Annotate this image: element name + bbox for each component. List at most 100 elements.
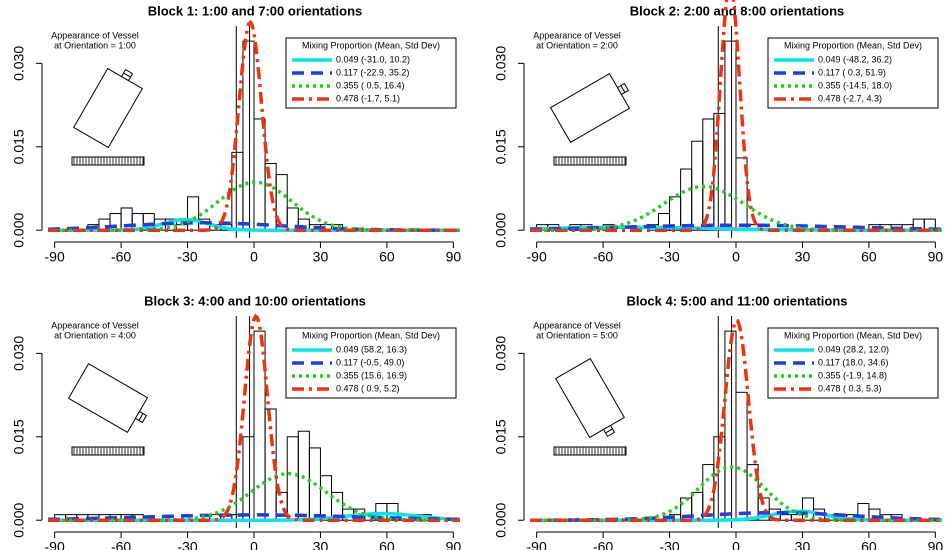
legend-label: 0.049 (28.2, 12.0) — [818, 344, 889, 354]
x-tick-label: -90 — [45, 539, 65, 550]
legend-label: 0.478 ( 0.3, 5.3) — [818, 383, 882, 393]
x-tick-label: 30 — [795, 539, 811, 550]
histogram-bar — [746, 464, 759, 521]
legend-label: 0.478 (-2.7, 4.3) — [818, 93, 882, 103]
x-tick-label: 90 — [928, 539, 944, 550]
legend-label: 0.117 (-0.5, 49.0) — [336, 357, 404, 367]
panel: Block 1: 1:00 and 7:00 orientations -90 -6… — [11, 3, 462, 264]
legend-title: Mixing Proportion (Mean, Std Dev) — [302, 330, 440, 340]
histogram-bar — [253, 330, 266, 521]
histogram-bar — [735, 391, 748, 521]
histogram-bar — [680, 168, 693, 231]
x-tick-label: 0 — [250, 249, 258, 265]
panel: Block 4: 5:00 and 11:00 orientations -90 -… — [493, 293, 944, 550]
histogram-bar — [286, 436, 299, 521]
x-tick-label: -90 — [527, 539, 547, 550]
y-tick-label: 0.030 — [493, 336, 509, 371]
density-curve — [48, 180, 460, 232]
histogram-bar — [242, 436, 255, 521]
histogram-bar — [319, 475, 333, 521]
panel-title: Block 4: 5:00 and 11:00 orientations — [626, 293, 847, 308]
x-tick-label: 60 — [861, 249, 877, 265]
vessel-body — [554, 357, 626, 439]
legend-label: 0.478 (-1.7, 5.1) — [336, 93, 400, 103]
x-tick-label: -60 — [111, 539, 131, 550]
vessel-platform — [553, 156, 627, 166]
vessel-platform — [553, 446, 627, 456]
x-tick-label: -30 — [177, 249, 197, 265]
histogram-bar — [242, 40, 255, 231]
x-tick-label: -90 — [527, 249, 547, 265]
density-curve — [530, 184, 942, 232]
x-tick-label: 60 — [379, 249, 395, 265]
legend-label: 0.355 (15.6, 16.9) — [336, 370, 407, 380]
x-tick-label: -90 — [45, 249, 65, 265]
y-tick-label: 0.000 — [11, 212, 27, 247]
panel: Block 2: 2:00 and 8:00 orientations -90 -6… — [493, 0, 944, 265]
x-tick-label: 0 — [250, 539, 258, 550]
histogram-bar — [724, 40, 737, 231]
vessel-body — [72, 67, 144, 149]
y-tick-label: 0.015 — [493, 129, 509, 164]
vessel-icon — [554, 357, 626, 439]
x-tick-label: 0 — [732, 539, 740, 550]
annotation: at Orientation = 4:00 — [54, 330, 136, 340]
x-tick-label: -60 — [593, 249, 613, 265]
vessel-icon — [67, 362, 149, 434]
x-tick-label: 60 — [861, 539, 877, 550]
legend-label: 0.049 (-31.0, 10.2) — [336, 54, 410, 64]
density-curve — [530, 223, 942, 231]
x-tick-label: 30 — [313, 539, 329, 550]
x-tick-label: -30 — [659, 539, 679, 550]
x-tick-label: -30 — [177, 539, 197, 550]
density-curve — [530, 318, 942, 522]
legend-label: 0.049 (-48.2, 36.2) — [818, 54, 892, 64]
x-tick-label: 90 — [928, 249, 944, 265]
density-curve — [48, 313, 460, 522]
y-tick-label: 0.015 — [493, 419, 509, 454]
vessel-platform — [71, 156, 145, 166]
density-curve — [530, 0, 942, 232]
x-tick-label: -60 — [111, 249, 131, 265]
legend-label: 0.478 ( 0.9, 5.2) — [336, 383, 400, 393]
panel-title: Block 1: 1:00 and 7:00 orientations — [148, 3, 363, 18]
vessel-cap-line — [138, 413, 144, 421]
x-tick-label: -60 — [593, 539, 613, 550]
y-tick-label: 0.030 — [11, 46, 27, 81]
panel-title: Block 2: 2:00 and 8:00 orientations — [630, 3, 845, 18]
y-tick-label: 0.000 — [493, 212, 509, 247]
x-tick-label: -30 — [659, 249, 679, 265]
annotation: at Orientation = 2:00 — [536, 40, 618, 50]
vessel-cap-line — [620, 85, 626, 93]
density-curve — [48, 19, 460, 232]
legend-label: 0.117 (-22.9, 35.2) — [336, 67, 409, 77]
y-tick-label: 0.030 — [493, 46, 509, 81]
vessel-cap-line — [123, 72, 131, 78]
histogram-bar — [187, 196, 200, 231]
y-tick-label: 0.015 — [11, 129, 27, 164]
annotation: at Orientation = 5:00 — [536, 330, 618, 340]
x-tick-label: 90 — [446, 539, 462, 550]
legend-label: 0.049 (58.2, 16.3) — [336, 344, 407, 354]
legend-label: 0.355 (-14.5, 18.0) — [818, 80, 892, 90]
y-tick-label: 0.015 — [11, 419, 27, 454]
y-tick-label: 0.000 — [11, 502, 27, 537]
panel: Block 3: 4:00 and 10:00 orientations -90 -… — [11, 293, 462, 550]
annotation: Appearance of Vessel — [533, 320, 621, 330]
x-tick-label: 90 — [446, 249, 462, 265]
legend-title: Mixing Proportion (Mean, Std Dev) — [784, 330, 922, 340]
vessel-icon — [549, 72, 631, 144]
legend-label: 0.117 ( 0.3, 51.9) — [818, 67, 886, 77]
panel-title: Block 3: 4:00 and 10:00 orientations — [144, 293, 366, 308]
legend-label: 0.355 ( 0.5, 16.4) — [336, 80, 405, 90]
y-tick-label: 0.030 — [11, 336, 27, 371]
x-tick-label: 30 — [795, 249, 811, 265]
legend-title: Mixing Proportion (Mean, Std Dev) — [784, 40, 922, 50]
vessel-platform — [71, 446, 145, 456]
vessel-icon — [72, 67, 144, 149]
x-tick-label: 0 — [732, 249, 740, 265]
annotation: Appearance of Vessel — [51, 320, 139, 330]
vessel-body — [549, 72, 631, 144]
density-curve — [48, 471, 460, 522]
